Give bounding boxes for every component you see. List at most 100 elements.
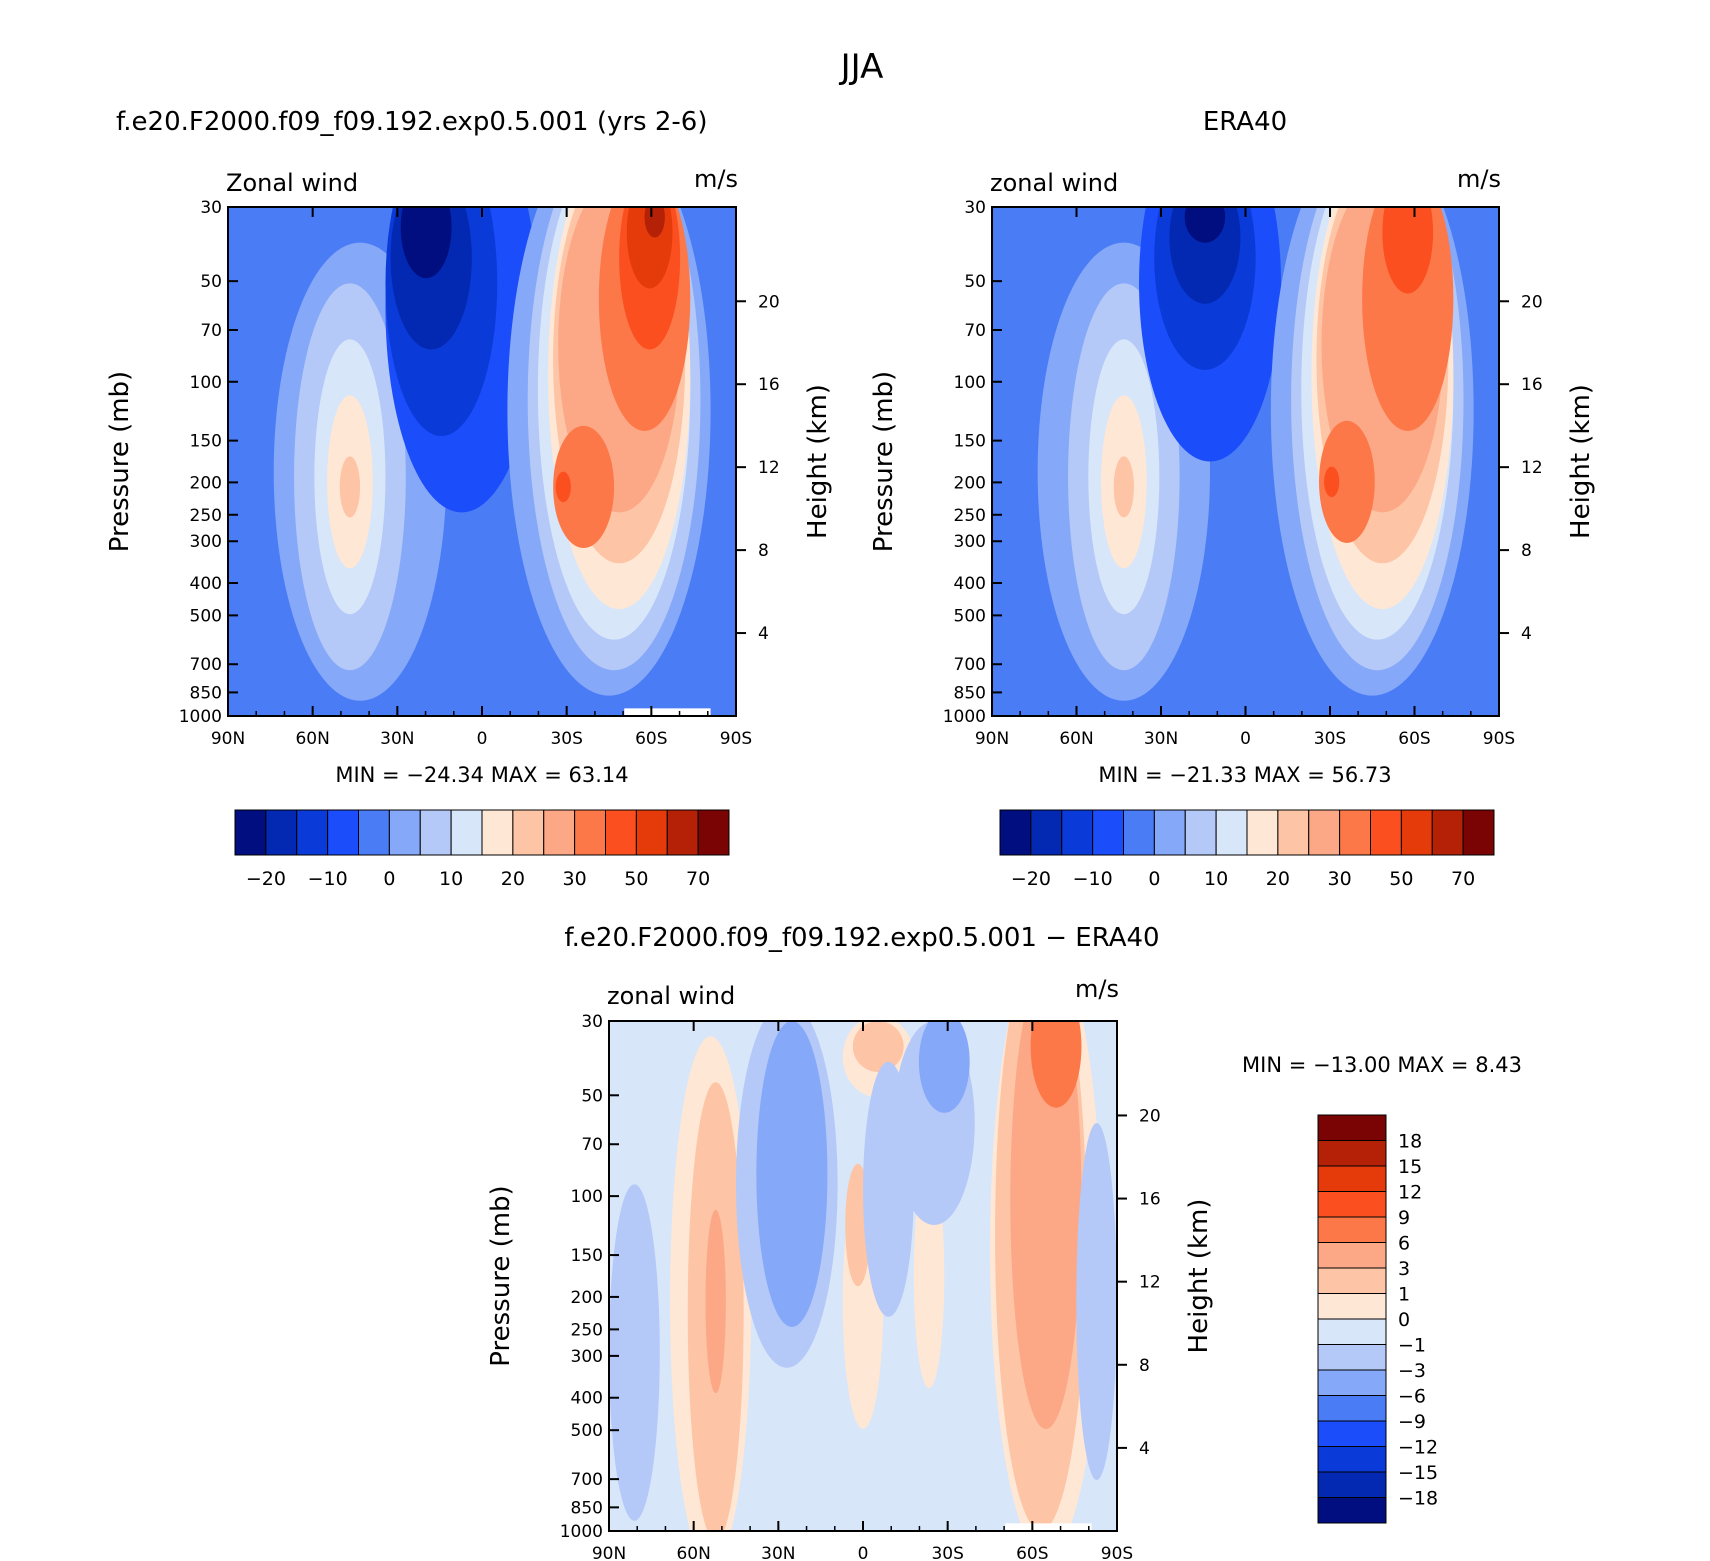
colorbar-swatch (265, 809, 298, 856)
y-tick-label: 50 (964, 272, 986, 292)
colorbar-swatch (1317, 1344, 1387, 1371)
y-tick-label: 700 (571, 1470, 603, 1490)
colorbar-label: 20 (1266, 868, 1290, 890)
y-tick-label: 250 (190, 506, 222, 526)
min-max-label: MIN = −21.33 MAX = 56.73 (1098, 763, 1391, 787)
min-max-label: MIN = −24.34 MAX = 63.14 (335, 763, 628, 787)
x-tick-label: 60S (1016, 1544, 1048, 1561)
y-tick-label: 850 (190, 683, 222, 703)
y2-axis-title: Height (km) (1184, 1199, 1214, 1354)
colorbar-swatch (1317, 1420, 1387, 1447)
y2-tick-label: 4 (1139, 1439, 1150, 1459)
colorbar-swatch (1317, 1446, 1387, 1473)
colorbar-label: −9 (1398, 1411, 1426, 1433)
colorbar-swatch (1431, 809, 1464, 856)
y-tick-label: 250 (571, 1320, 603, 1340)
panel-1: f.e20.F2000.f09_f09.192.exp0.5.001 (yrs … (105, 107, 833, 890)
colorbar-label: −6 (1398, 1386, 1426, 1408)
y-tick-label: 500 (571, 1421, 603, 1441)
colorbar-label: 70 (686, 868, 710, 890)
contour-field (228, 207, 736, 716)
colorbar-swatch (1123, 809, 1155, 856)
y2-tick-label: 16 (1521, 375, 1543, 395)
x-tick-label: 60N (295, 729, 329, 749)
contour-band-8 (400, 207, 452, 279)
y-tick-label: 300 (954, 532, 986, 552)
colorbar: −20 −10 0 10 20 30 50 70 (999, 809, 1495, 890)
colorbar-label: −10 (308, 868, 348, 890)
contour-band-16 (1362, 207, 1454, 431)
contour-band-8 (1184, 207, 1226, 243)
y-axis-title: Pressure (mb) (105, 371, 135, 552)
field-label: zonal wind (990, 169, 1118, 197)
colorbar-label: 30 (1328, 868, 1352, 890)
x-tick-label: 90N (592, 1544, 626, 1561)
panel-2: ERA40 zonal wind m/s 90N 60N 30N 0 30S 60S 90S 30 5… (869, 107, 1596, 890)
y-tick-label: 700 (954, 655, 986, 675)
colorbar-swatch (1317, 1293, 1387, 1320)
y-tick-label: 200 (190, 473, 222, 493)
x-tick-label: 30N (761, 1544, 795, 1561)
colorbar-label: 50 (1389, 868, 1413, 890)
y-tick-label: 400 (190, 574, 222, 594)
colorbar-swatch (419, 809, 452, 856)
contour-band-4 (1113, 456, 1134, 518)
colorbar-label: 0 (1148, 868, 1160, 890)
colorbar-swatch (1462, 809, 1495, 856)
field-label: Zonal wind (226, 169, 358, 197)
x-tick-label: 60S (1398, 729, 1430, 749)
x-tick-label: 90N (975, 729, 1009, 749)
colorbar-swatch (574, 809, 606, 856)
colorbar-swatch (1317, 1369, 1387, 1396)
colorbar-label: 0 (383, 868, 395, 890)
x-tick-label: 0 (1240, 729, 1251, 749)
colorbar-swatch (635, 809, 668, 856)
colorbar-label: −18 (1398, 1488, 1438, 1510)
colorbar-swatch (1246, 809, 1279, 856)
y-tick-label: 30 (200, 198, 222, 218)
y2-tick-label: 20 (758, 292, 780, 312)
y2-tick-label: 12 (1139, 1273, 1161, 1293)
contour-band-15 (1319, 420, 1375, 543)
x-tick-label: 90S (1483, 729, 1515, 749)
colorbar-label: 12 (1398, 1182, 1422, 1204)
y2-tick-label: 4 (1521, 624, 1532, 644)
colorbar-label: 3 (1398, 1258, 1410, 1280)
y2-tick-label: 20 (1139, 1106, 1161, 1126)
unit-label: m/s (1457, 165, 1501, 193)
x-tick-label: 30N (1144, 729, 1178, 749)
contour-band-17 (1324, 466, 1340, 498)
colorbar-swatch (666, 809, 699, 856)
y-tick-label: 70 (964, 321, 986, 341)
y-tick-label: 850 (571, 1498, 603, 1518)
colorbar-swatch (1317, 1497, 1387, 1524)
colorbar-label: 1 (1398, 1284, 1410, 1306)
field-label: zonal wind (607, 982, 735, 1010)
colorbar-swatch (1317, 1140, 1387, 1167)
colorbar-label: −10 (1073, 868, 1113, 890)
colorbar-swatch (1277, 809, 1310, 856)
contour-band-18 (1076, 1123, 1117, 1480)
panel-3: f.e20.F2000.f09_f09.192.exp0.5.001 − ERA… (486, 923, 1522, 1561)
contour-band-3 (705, 1209, 726, 1394)
y-tick-label: 400 (571, 1389, 603, 1409)
y2-tick-label: 4 (758, 624, 769, 644)
colorbar-label: 9 (1398, 1207, 1410, 1229)
contour-band-20 (644, 207, 665, 238)
colorbar-label: −20 (246, 868, 286, 890)
y2-tick-label: 12 (1521, 458, 1543, 478)
x-tick-label: 30S (931, 1544, 963, 1561)
x-tick-label: 30S (1314, 729, 1346, 749)
colorbar-swatch (697, 809, 730, 856)
y-tick-label: 100 (571, 1187, 603, 1207)
y2-axis-title: Height (km) (803, 384, 833, 539)
colorbar-swatch (450, 809, 483, 856)
colorbar-label: 10 (1204, 868, 1228, 890)
contour-band-0 (609, 1184, 660, 1521)
colorbar-label: −15 (1398, 1462, 1438, 1484)
y-tick-label: 1000 (560, 1522, 603, 1542)
colorbar-label: −12 (1398, 1437, 1438, 1459)
colorbar-label: 15 (1398, 1156, 1422, 1178)
panel-title: ERA40 (1203, 107, 1287, 137)
contour-band-4 (339, 456, 361, 518)
